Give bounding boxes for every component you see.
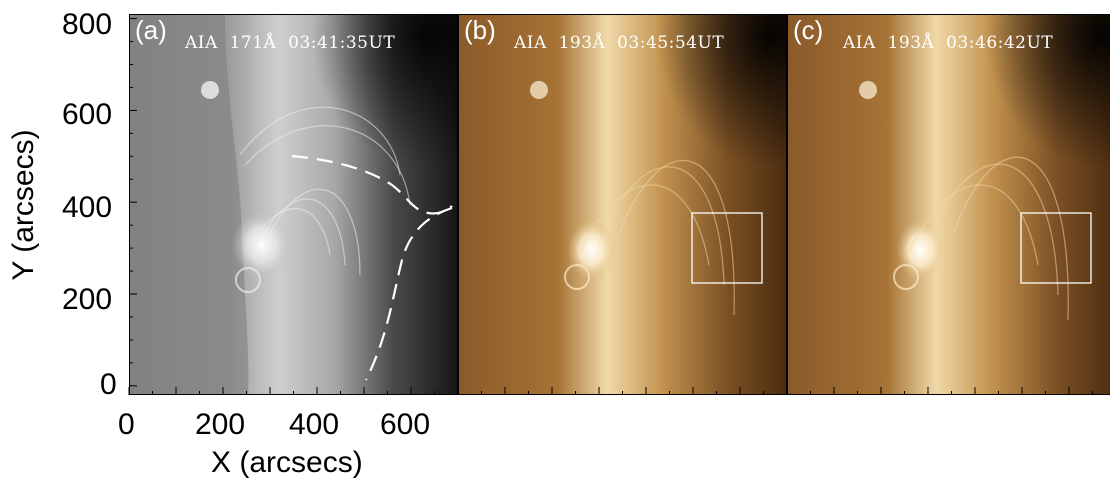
- panel-c-label: (c): [793, 15, 824, 45]
- dashed-trace-lower: [365, 206, 453, 381]
- panel-c-wavelength: 193Å: [887, 33, 935, 53]
- x-tick-label: 200: [195, 408, 246, 441]
- x-axis-title: X (arcsecs): [211, 446, 363, 479]
- panel-a-time: 03:41:35UT: [288, 33, 396, 53]
- panel-b-box-region: [691, 212, 763, 284]
- panel-b-image-graphic: [459, 15, 786, 394]
- panel-b-aia193-image: (b) AIA 193Å 03:45:54UT: [458, 14, 787, 395]
- panel-a-image-graphic: [130, 15, 457, 394]
- panel-a-label: (a): [135, 15, 167, 45]
- x-tick-label: 400: [289, 408, 340, 441]
- panel-a-wavelength: 171Å: [229, 33, 277, 53]
- panel-a-caption: AIA 171Å 03:41:35UT: [185, 33, 395, 53]
- y-tick-label: 0: [100, 368, 117, 401]
- panel-a-instrument: AIA: [185, 33, 218, 53]
- panel-c-aia193-image: (c) AIA 193Å 03:46:42UT: [787, 14, 1110, 395]
- x-tick-label: 0: [118, 408, 135, 441]
- panel-b-time: 03:45:54UT: [617, 33, 725, 53]
- y-tick-label: 200: [62, 283, 113, 316]
- y-tick-label: 800: [62, 8, 113, 41]
- panel-c-image-graphic: [788, 15, 1110, 394]
- panel-c-caption: AIA 193Å 03:46:42UT: [843, 33, 1053, 53]
- panel-a-aia171-image: (a) AIA 171Å 03:41:35UT: [129, 14, 458, 395]
- y-tick-label: 400: [62, 191, 113, 224]
- x-tick-label: 600: [380, 408, 431, 441]
- panel-c-instrument: AIA: [843, 33, 876, 53]
- panel-b-caption: AIA 193Å 03:45:54UT: [514, 33, 724, 53]
- y-tick-label: 600: [62, 98, 113, 131]
- panel-b-instrument: AIA: [514, 33, 547, 53]
- panel-c-box-region: [1020, 212, 1092, 284]
- panel-b-wavelength: 193Å: [558, 33, 606, 53]
- panel-c-time: 03:46:42UT: [946, 33, 1054, 53]
- y-axis-title: Y (arcsecs): [7, 129, 40, 281]
- panel-b-label: (b): [464, 15, 496, 45]
